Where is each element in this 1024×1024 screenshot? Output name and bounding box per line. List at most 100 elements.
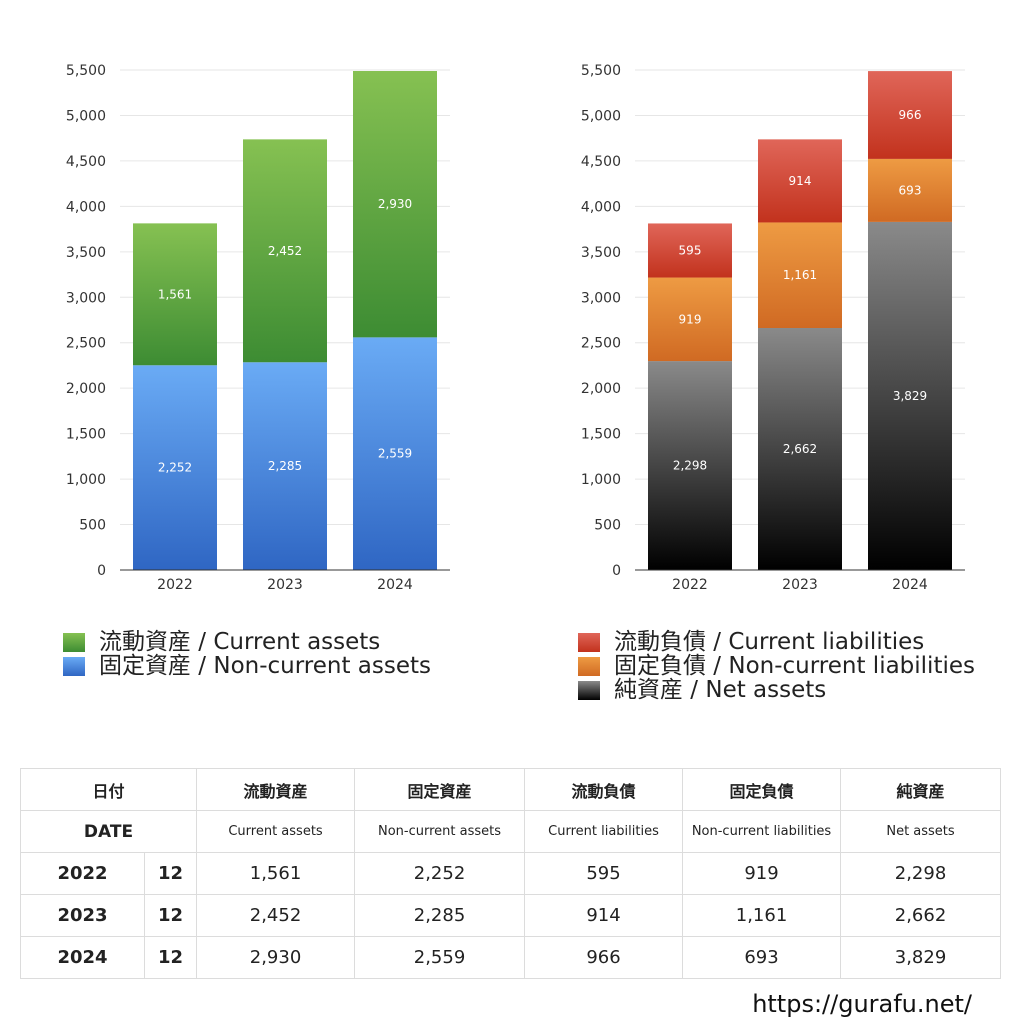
bar-segment [868, 71, 952, 159]
liabilities-chart: 0 500 1,000 1,500 2,000 2,500 3,000 3,500 4,000 4… [515, 0, 985, 610]
row-month: 12 [143, 894, 198, 937]
table-cell: 693 [682, 936, 842, 979]
data-label: 2,559 [378, 447, 412, 461]
data-label: 2,452 [268, 244, 302, 258]
table-cell: 2,452 [196, 894, 356, 937]
y-tick-label: 1,000 [581, 472, 621, 488]
date-header-en: DATE [19, 810, 198, 853]
col-header-en: Non-current assets [354, 810, 526, 853]
bar-segment [648, 361, 732, 570]
liabilities-legend: 流動負債 / Current liabilities 固定負債 / Non-cur… [578, 630, 975, 702]
data-label: 919 [679, 312, 702, 326]
table-cell: 3,829 [840, 936, 1002, 979]
date-header-jp: 日付 [19, 768, 198, 811]
bar-segment [133, 365, 217, 570]
bar-segment [758, 328, 842, 570]
y-tick-label: 3,500 [581, 245, 621, 261]
data-label: 914 [789, 174, 812, 188]
legend-swatch [578, 656, 600, 676]
table-cell: 2,559 [354, 936, 526, 979]
y-tick-label: 0 [97, 563, 106, 579]
row-month: 12 [143, 852, 198, 895]
table-cell: 595 [524, 852, 684, 895]
col-header-jp: 純資産 [840, 768, 1002, 811]
bar-segment [758, 222, 842, 328]
data-label: 2,252 [158, 461, 192, 475]
y-tick-label: 4,000 [581, 199, 621, 215]
data-label: 1,161 [783, 268, 817, 282]
row-year: 2023 [20, 894, 145, 937]
legend-item: 固定資産 / Non-current assets [63, 654, 431, 678]
bar-segment [868, 158, 952, 222]
legend-item: 固定負債 / Non-current liabilities [578, 654, 975, 678]
y-tick-label: 5,000 [581, 108, 621, 124]
legend-swatch [578, 680, 600, 700]
bar-segment [648, 277, 732, 362]
y-tick-label: 500 [79, 518, 106, 534]
y-tick-label: 1,500 [66, 427, 106, 443]
y-tick-label: 1,000 [66, 472, 106, 488]
assets-legend: 流動資産 / Current assets 固定資産 / Non-current … [63, 630, 431, 678]
data-label: 3,829 [893, 389, 927, 403]
x-tick-label: 2024 [377, 577, 413, 593]
bar-segment [868, 221, 952, 570]
x-tick-label: 2022 [157, 577, 193, 593]
y-tick-label: 1,500 [581, 427, 621, 443]
site-credit-link[interactable]: https://gurafu.net/ [752, 990, 972, 1018]
y-tick-label: 3,500 [66, 245, 106, 261]
data-label: 2,930 [378, 197, 412, 211]
liabilities-chart-svg: 0 500 1,000 1,500 2,000 2,500 3,000 3,500 4,000 4… [581, 63, 965, 593]
x-tick-label: 2024 [892, 577, 928, 593]
col-header-en: Net assets [840, 810, 1002, 853]
table-header-jp: 日付 流動資産 固定資産 流動負債 固定負債 純資産 [19, 768, 1002, 811]
bar-segment [648, 223, 732, 278]
y-tick-label: 4,500 [66, 154, 106, 170]
table-cell: 2,662 [840, 894, 1002, 937]
y-tick-label: 2,000 [66, 381, 106, 397]
col-header-en: Current assets [196, 810, 356, 853]
data-label: 2,298 [673, 459, 707, 473]
legend-item: 流動資産 / Current assets [63, 630, 431, 654]
col-header-jp: 流動資産 [196, 768, 356, 811]
table-cell: 966 [524, 936, 684, 979]
x-tick-label: 2023 [267, 577, 303, 593]
row-year: 2024 [20, 936, 145, 979]
data-label: 595 [679, 244, 702, 258]
col-header-jp: 固定負債 [682, 768, 842, 811]
y-tick-label: 5,500 [581, 63, 621, 79]
row-month: 12 [143, 936, 198, 979]
table-cell: 2,285 [354, 894, 526, 937]
data-label: 2,662 [783, 442, 817, 456]
y-tick-label: 0 [612, 563, 621, 579]
legend-item: 純資産 / Net assets [578, 678, 975, 702]
bar-segment [353, 71, 437, 338]
legend-swatch [63, 632, 85, 652]
legend-label: 流動負債 / Current liabilities [614, 629, 925, 655]
table-cell: 1,161 [682, 894, 842, 937]
table-cell: 1,561 [196, 852, 356, 895]
legend-label: 固定負債 / Non-current liabilities [614, 653, 975, 679]
bar-segment [758, 139, 842, 223]
table-cell: 2,298 [840, 852, 1002, 895]
table-row: 2022 12 1,561 2,252 595 919 2,298 [20, 852, 1002, 895]
y-tick-label: 2,000 [581, 381, 621, 397]
bar-segment [243, 139, 327, 363]
x-tick-label: 2022 [672, 577, 708, 593]
assets-chart: 0 500 1,000 1,500 2,000 2,500 3,000 3,500 4,000 4… [0, 0, 470, 610]
data-label: 2,285 [268, 459, 302, 473]
assets-chart-svg: 0 500 1,000 1,500 2,000 2,500 3,000 3,500 4,000 4… [66, 63, 450, 593]
data-label: 693 [899, 183, 922, 197]
data-label: 1,561 [158, 287, 192, 301]
bar-segment [353, 337, 437, 570]
y-tick-label: 4,000 [66, 199, 106, 215]
table-cell: 919 [682, 852, 842, 895]
y-tick-label: 5,500 [66, 63, 106, 79]
table-row: 2024 12 2,930 2,559 966 693 3,829 [20, 936, 1002, 979]
col-header-jp: 流動負債 [524, 768, 684, 811]
row-year: 2022 [20, 852, 145, 895]
col-header-en: Non-current liabilities [682, 810, 842, 853]
data-label: 966 [899, 108, 922, 122]
legend-item: 流動負債 / Current liabilities [578, 630, 975, 654]
y-tick-label: 3,000 [66, 290, 106, 306]
table-cell: 2,252 [354, 852, 526, 895]
